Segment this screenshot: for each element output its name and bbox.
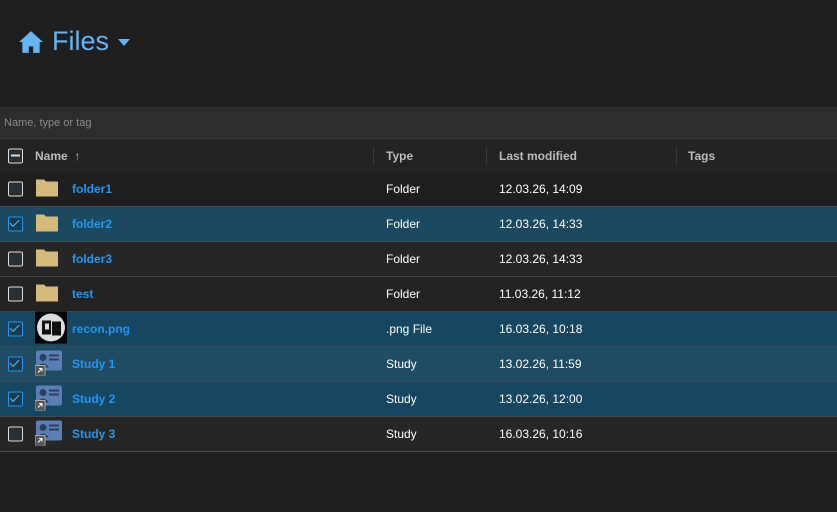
folder-icon (36, 214, 58, 232)
table-row[interactable]: recon.png .png File 16.03.26, 10:18 (0, 311, 837, 347)
file-name-link[interactable]: test (72, 287, 94, 301)
table-row[interactable]: test Folder 11.03.26, 11:12 (0, 277, 837, 312)
folder-icon (36, 284, 58, 302)
row-icon (34, 385, 63, 414)
file-name-link[interactable]: folder2 (72, 217, 113, 231)
column-name-label: Name (35, 148, 68, 163)
image-thumbnail (35, 311, 67, 344)
row-checkbox[interactable] (8, 181, 23, 197)
folder-icon (36, 179, 58, 197)
file-modified: 13.02.26, 12:00 (499, 392, 583, 406)
search-input[interactable] (0, 107, 608, 138)
row-checkbox[interactable] (8, 251, 23, 267)
file-type: Study (386, 392, 417, 406)
file-type: Folder (386, 252, 421, 266)
row-icon (35, 311, 67, 347)
page-title[interactable]: Files (18, 26, 131, 57)
column-name[interactable]: Name ↑ (35, 149, 80, 163)
row-icon (35, 248, 59, 271)
title-text: Files (52, 26, 110, 56)
row-icon (35, 178, 59, 201)
file-modified: 12.03.26, 14:33 (499, 217, 583, 231)
study-icon (34, 420, 62, 446)
table-row[interactable]: folder1 Folder 12.03.26, 14:09 (0, 172, 837, 207)
folder-icon (36, 249, 58, 267)
table-row[interactable]: Study 1 Study 13.02.26, 11:59 (0, 347, 837, 382)
table-row[interactable]: folder3 Folder 12.03.26, 14:33 (0, 242, 837, 277)
file-modified: 11.03.26, 11:12 (499, 287, 581, 301)
table-row[interactable]: Study 2 Study 13.02.26, 12:00 (0, 382, 837, 417)
table-row[interactable]: folder2 Folder 12.03.26, 14:33 (0, 207, 837, 242)
file-modified: 12.03.26, 14:09 (499, 182, 583, 196)
home-icon (19, 30, 43, 53)
select-all-checkbox[interactable] (8, 148, 23, 163)
file-type: Study (386, 357, 417, 371)
file-modified: 13.02.26, 11:59 (499, 357, 582, 371)
column-divider[interactable] (486, 147, 487, 165)
study-icon (34, 350, 62, 376)
file-modified: 12.03.26, 14:33 (499, 252, 583, 266)
row-checkbox[interactable] (8, 286, 23, 302)
file-name-link[interactable]: recon.png (72, 322, 131, 336)
row-checkbox[interactable] (8, 391, 23, 407)
table-header: Name ↑ Type Last modified Tags (0, 139, 837, 173)
column-divider[interactable] (373, 147, 374, 165)
file-modified: 16.03.26, 10:16 (499, 427, 583, 441)
row-icon (34, 420, 63, 449)
file-type: Folder (386, 182, 421, 196)
row-checkbox[interactable] (8, 356, 23, 372)
column-tags[interactable]: Tags (688, 148, 716, 163)
file-type: Folder (386, 287, 421, 301)
column-divider[interactable] (676, 147, 677, 165)
row-icon (35, 283, 59, 306)
file-type: .png File (386, 322, 433, 336)
chevron-down-icon[interactable] (117, 37, 131, 47)
file-name-link[interactable]: Study 1 (72, 357, 116, 371)
search-bar (0, 107, 837, 139)
file-type: Folder (386, 217, 421, 231)
row-checkbox[interactable] (8, 321, 23, 337)
file-modified: 16.03.26, 10:18 (499, 322, 583, 336)
row-icon (34, 350, 63, 379)
file-name-link[interactable]: folder1 (72, 182, 113, 196)
sort-ascending-icon: ↑ (74, 148, 81, 163)
file-type: Study (386, 427, 417, 441)
row-checkbox[interactable] (8, 426, 23, 442)
column-type[interactable]: Type (386, 148, 414, 163)
table-row[interactable]: Study 3 Study 16.03.26, 10:16 (0, 417, 837, 452)
study-icon (34, 385, 62, 411)
file-name-link[interactable]: Study 2 (72, 392, 116, 406)
file-name-link[interactable]: folder3 (72, 252, 113, 266)
row-icon (35, 213, 59, 236)
column-modified[interactable]: Last modified (499, 148, 578, 163)
row-checkbox[interactable] (8, 216, 23, 232)
file-name-link[interactable]: Study 3 (72, 427, 116, 441)
